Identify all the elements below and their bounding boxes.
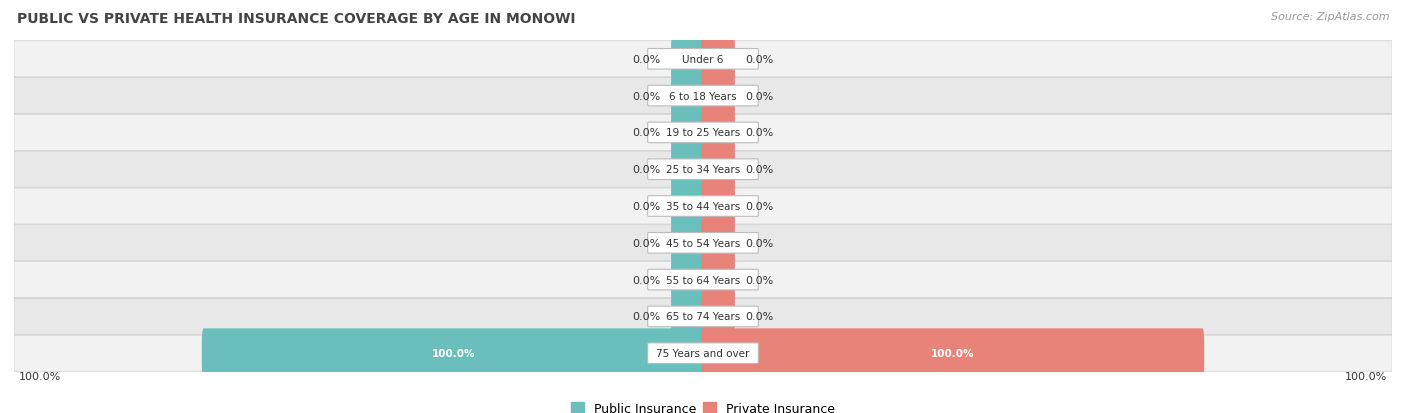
- FancyBboxPatch shape: [671, 108, 704, 158]
- FancyBboxPatch shape: [702, 145, 735, 195]
- FancyBboxPatch shape: [702, 292, 735, 342]
- Text: 100.0%: 100.0%: [931, 348, 974, 358]
- Text: 0.0%: 0.0%: [745, 91, 773, 101]
- FancyBboxPatch shape: [14, 152, 1392, 188]
- FancyBboxPatch shape: [648, 233, 758, 254]
- FancyBboxPatch shape: [14, 78, 1392, 114]
- Text: PUBLIC VS PRIVATE HEALTH INSURANCE COVERAGE BY AGE IN MONOWI: PUBLIC VS PRIVATE HEALTH INSURANCE COVER…: [17, 12, 575, 26]
- FancyBboxPatch shape: [14, 299, 1392, 335]
- FancyBboxPatch shape: [648, 270, 758, 290]
- FancyBboxPatch shape: [671, 71, 704, 121]
- Text: 0.0%: 0.0%: [745, 275, 773, 285]
- Text: 0.0%: 0.0%: [633, 165, 661, 175]
- Text: 0.0%: 0.0%: [745, 128, 773, 138]
- FancyBboxPatch shape: [702, 108, 735, 158]
- FancyBboxPatch shape: [671, 35, 704, 84]
- FancyBboxPatch shape: [648, 306, 758, 327]
- FancyBboxPatch shape: [702, 255, 735, 305]
- FancyBboxPatch shape: [702, 182, 735, 231]
- Text: 0.0%: 0.0%: [633, 312, 661, 322]
- Text: 55 to 64 Years: 55 to 64 Years: [666, 275, 740, 285]
- FancyBboxPatch shape: [671, 145, 704, 195]
- Text: 0.0%: 0.0%: [633, 202, 661, 211]
- FancyBboxPatch shape: [671, 292, 704, 342]
- FancyBboxPatch shape: [648, 196, 758, 217]
- FancyBboxPatch shape: [702, 71, 735, 121]
- FancyBboxPatch shape: [14, 42, 1392, 78]
- FancyBboxPatch shape: [202, 329, 704, 378]
- FancyBboxPatch shape: [671, 255, 704, 305]
- Text: 35 to 44 Years: 35 to 44 Years: [666, 202, 740, 211]
- Text: Under 6: Under 6: [682, 55, 724, 65]
- FancyBboxPatch shape: [702, 35, 735, 84]
- Text: 0.0%: 0.0%: [633, 55, 661, 65]
- Text: 0.0%: 0.0%: [633, 128, 661, 138]
- Text: 0.0%: 0.0%: [745, 165, 773, 175]
- FancyBboxPatch shape: [671, 182, 704, 231]
- Text: 0.0%: 0.0%: [633, 238, 661, 248]
- Text: 0.0%: 0.0%: [745, 312, 773, 322]
- FancyBboxPatch shape: [14, 188, 1392, 225]
- Text: 100.0%: 100.0%: [1344, 371, 1386, 381]
- FancyBboxPatch shape: [702, 218, 735, 268]
- Legend: Public Insurance, Private Insurance: Public Insurance, Private Insurance: [567, 398, 839, 413]
- FancyBboxPatch shape: [702, 329, 1204, 378]
- Text: 100.0%: 100.0%: [432, 348, 475, 358]
- FancyBboxPatch shape: [648, 86, 758, 107]
- Text: 0.0%: 0.0%: [633, 275, 661, 285]
- FancyBboxPatch shape: [14, 115, 1392, 151]
- FancyBboxPatch shape: [648, 159, 758, 180]
- Text: 65 to 74 Years: 65 to 74 Years: [666, 312, 740, 322]
- FancyBboxPatch shape: [14, 262, 1392, 298]
- Text: 75 Years and over: 75 Years and over: [657, 348, 749, 358]
- Text: 0.0%: 0.0%: [745, 55, 773, 65]
- Text: 25 to 34 Years: 25 to 34 Years: [666, 165, 740, 175]
- FancyBboxPatch shape: [648, 343, 758, 363]
- Text: 0.0%: 0.0%: [745, 238, 773, 248]
- FancyBboxPatch shape: [648, 123, 758, 143]
- Text: 0.0%: 0.0%: [633, 91, 661, 101]
- FancyBboxPatch shape: [14, 335, 1392, 371]
- Text: 100.0%: 100.0%: [20, 371, 62, 381]
- Text: Source: ZipAtlas.com: Source: ZipAtlas.com: [1271, 12, 1389, 22]
- FancyBboxPatch shape: [671, 218, 704, 268]
- FancyBboxPatch shape: [648, 50, 758, 70]
- Text: 45 to 54 Years: 45 to 54 Years: [666, 238, 740, 248]
- FancyBboxPatch shape: [14, 225, 1392, 261]
- Text: 0.0%: 0.0%: [745, 202, 773, 211]
- Text: 6 to 18 Years: 6 to 18 Years: [669, 91, 737, 101]
- Text: 19 to 25 Years: 19 to 25 Years: [666, 128, 740, 138]
